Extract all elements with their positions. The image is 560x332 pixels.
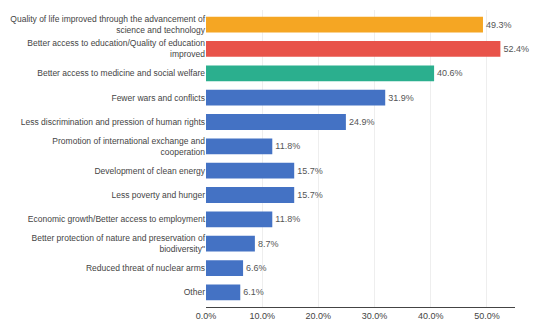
svg-text:20.0%: 20.0% (306, 311, 332, 321)
svg-text:Other: Other (184, 287, 205, 297)
svg-text:Reduced threat of nuclear arms: Reduced threat of nuclear arms (86, 263, 205, 273)
svg-text:24.9%: 24.9% (349, 117, 375, 127)
svg-text:11.8%: 11.8% (275, 141, 300, 151)
svg-text:30.0%: 30.0% (362, 311, 388, 321)
svg-text:Quality of life improved throu: Quality of life improved through the adv… (10, 14, 205, 35)
svg-text:Less poverty and hunger: Less poverty and hunger (111, 190, 205, 200)
svg-text:11.8%: 11.8% (275, 214, 300, 224)
svg-text:Better access to education/Qua: Better access to education/Quality of ed… (27, 38, 205, 59)
svg-text:10.0%: 10.0% (249, 311, 275, 321)
svg-text:Economic growth/Better access: Economic growth/Better access to employm… (28, 214, 206, 224)
svg-text:Promotion of international exc: Promotion of international exchange andc… (52, 136, 205, 157)
svg-text:49.3%: 49.3% (486, 20, 512, 30)
svg-text:15.7%: 15.7% (297, 190, 323, 200)
svg-text:0.0%: 0.0% (196, 311, 217, 321)
svg-text:Less discrimination and pressi: Less discrimination and pression of huma… (21, 117, 205, 127)
svg-text:52.4%: 52.4% (503, 44, 529, 54)
svg-text:40.0%: 40.0% (418, 311, 444, 321)
svg-text:8.7%: 8.7% (258, 239, 279, 249)
svg-text:40.6%: 40.6% (437, 68, 463, 78)
svg-text:Better access to medicine and: Better access to medicine and social wel… (37, 68, 205, 78)
svg-text:Fewer wars and conflicts: Fewer wars and conflicts (111, 93, 205, 103)
svg-text:Better protection of nature an: Better protection of nature and preserva… (32, 233, 206, 254)
svg-text:31.9%: 31.9% (388, 93, 414, 103)
svg-text:6.6%: 6.6% (246, 263, 267, 273)
svg-text:15.7%: 15.7% (297, 166, 323, 176)
svg-text:50.0%: 50.0% (474, 311, 500, 321)
svg-text:Development of clean energy: Development of clean energy (94, 166, 205, 176)
svg-text:6.1%: 6.1% (243, 287, 264, 297)
